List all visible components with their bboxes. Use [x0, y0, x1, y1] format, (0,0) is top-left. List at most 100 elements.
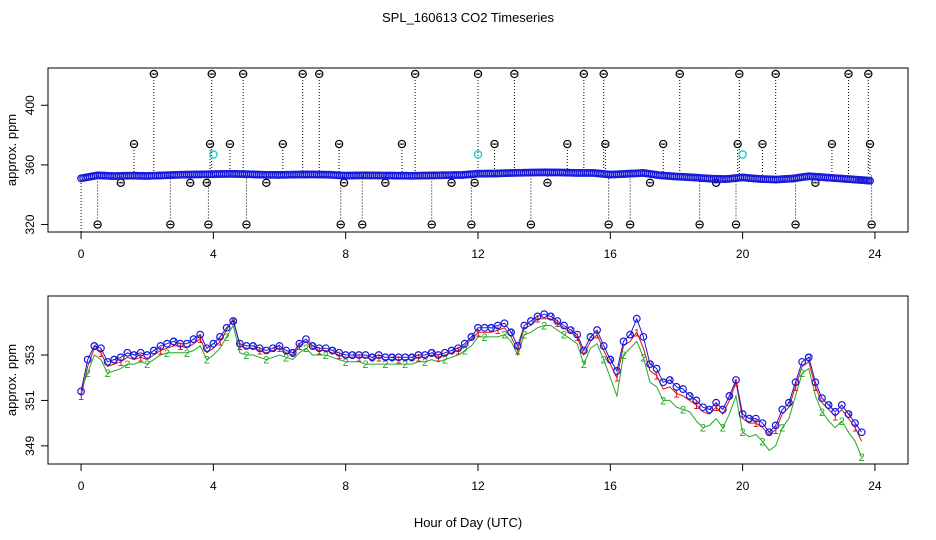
series-label-1: 1 — [475, 327, 481, 339]
x-tick-label: 4 — [210, 247, 217, 261]
series-point-3 — [771, 421, 780, 430]
raw-outlier-point — [827, 139, 837, 149]
series-label-2: 2 — [581, 359, 587, 371]
raw-outlier-point — [675, 69, 684, 79]
series-point-3 — [560, 321, 568, 330]
series-point-3 — [169, 337, 178, 346]
raw-outlier-point — [659, 139, 668, 149]
series-point-3 — [407, 353, 416, 362]
series-point-3 — [692, 396, 701, 405]
raw-outlier-point — [563, 139, 572, 149]
series-label-3: 3 — [210, 339, 216, 351]
series-point-3 — [725, 391, 734, 400]
raw-outlier-point — [731, 220, 741, 229]
series-point-3 — [613, 367, 621, 375]
series-label-2: 2 — [482, 332, 488, 344]
series-point-3 — [130, 351, 138, 359]
series-label-1: 1 — [812, 382, 818, 394]
raw-outlier-point — [645, 178, 655, 187]
raw-outlier-point — [298, 69, 307, 79]
series-label-1: 1 — [78, 391, 84, 403]
series-label-3: 3 — [826, 400, 832, 412]
series-point-3 — [586, 332, 595, 341]
series-label-1: 1 — [852, 423, 858, 435]
series-label-2: 2 — [323, 350, 329, 362]
x-tick-label: 24 — [868, 247, 882, 261]
series-point-3 — [712, 398, 721, 407]
raw-outlier-point — [599, 69, 608, 79]
series-point-3 — [467, 332, 476, 341]
series-point-3 — [143, 351, 152, 359]
series-point-3 — [434, 351, 443, 359]
series-point-3 — [659, 378, 668, 387]
series-point-3 — [837, 401, 846, 409]
raw-outlier-point — [473, 69, 483, 79]
series-point-3 — [321, 344, 330, 353]
series-label-3: 3 — [270, 343, 276, 355]
series-label-3: 3 — [528, 316, 534, 328]
series-point-3 — [123, 348, 132, 357]
raw-outlier-point — [467, 220, 476, 229]
x-axis-label: Hour of Day (UTC) — [414, 515, 522, 530]
series-point-3 — [295, 339, 304, 348]
raw-outlier-point — [207, 69, 216, 79]
series-point-3 — [672, 382, 681, 391]
raw-outlier-point — [205, 139, 215, 149]
series-point-3 — [116, 353, 125, 362]
series-label-3: 3 — [568, 325, 574, 337]
series-point-3 — [699, 403, 707, 412]
raw-outlier-point — [601, 139, 610, 149]
series-point-3 — [732, 376, 740, 384]
raw-outlier-point — [225, 139, 235, 149]
series-label-1: 1 — [217, 336, 223, 348]
series-point-3 — [374, 351, 383, 359]
raw-outlier-point — [526, 220, 536, 229]
raw-outlier-point — [625, 220, 635, 229]
series-point-3 — [718, 405, 727, 414]
series-point-3 — [546, 312, 555, 321]
x-tick-label: 4 — [210, 479, 217, 493]
series-label-2: 2 — [561, 330, 567, 342]
series-point-3 — [520, 321, 529, 330]
series-point-3 — [844, 410, 853, 418]
series-label-3: 3 — [806, 352, 812, 364]
series-line-2 — [80, 324, 863, 458]
series-label-2: 2 — [501, 330, 507, 342]
series-label-1: 1 — [753, 418, 759, 430]
raw-outlier-point — [238, 69, 248, 79]
series-point-3 — [540, 310, 549, 319]
raw-outlier-point — [844, 69, 853, 79]
series-point-3 — [209, 339, 218, 348]
series-point-3 — [235, 339, 244, 348]
series-label-3: 3 — [627, 330, 633, 342]
raw-outlier-point — [93, 220, 102, 229]
x-tick-label: 20 — [736, 479, 750, 493]
series-label-3: 3 — [448, 345, 454, 357]
raw-outlier-point — [791, 220, 800, 229]
series-point-3 — [679, 385, 687, 393]
series-label-3: 3 — [667, 375, 673, 387]
series-label-1: 1 — [157, 345, 163, 357]
series-point-3 — [804, 353, 813, 362]
x-tick-label: 0 — [78, 247, 85, 261]
series-label-3: 3 — [429, 348, 435, 360]
series-point-3 — [427, 348, 436, 357]
series-point-3 — [527, 317, 535, 325]
series-point-3 — [533, 312, 542, 321]
series-label-2: 2 — [224, 332, 230, 344]
series-point-3 — [183, 339, 191, 348]
raw-outlier-point — [166, 220, 175, 229]
x-tick-label: 12 — [471, 479, 485, 493]
raw-outlier-point — [278, 139, 288, 149]
raw-outlier-point — [410, 69, 420, 79]
series-label-3: 3 — [766, 427, 772, 439]
raw-outlier-point — [864, 69, 873, 79]
series-point-3 — [288, 348, 297, 357]
y-tick-label: 320 — [23, 214, 37, 234]
series-point-3 — [460, 339, 469, 348]
series-label-2: 2 — [819, 407, 825, 419]
series-point-3 — [189, 335, 198, 344]
series-label-1: 1 — [713, 402, 719, 414]
series-label-2: 2 — [422, 357, 428, 369]
